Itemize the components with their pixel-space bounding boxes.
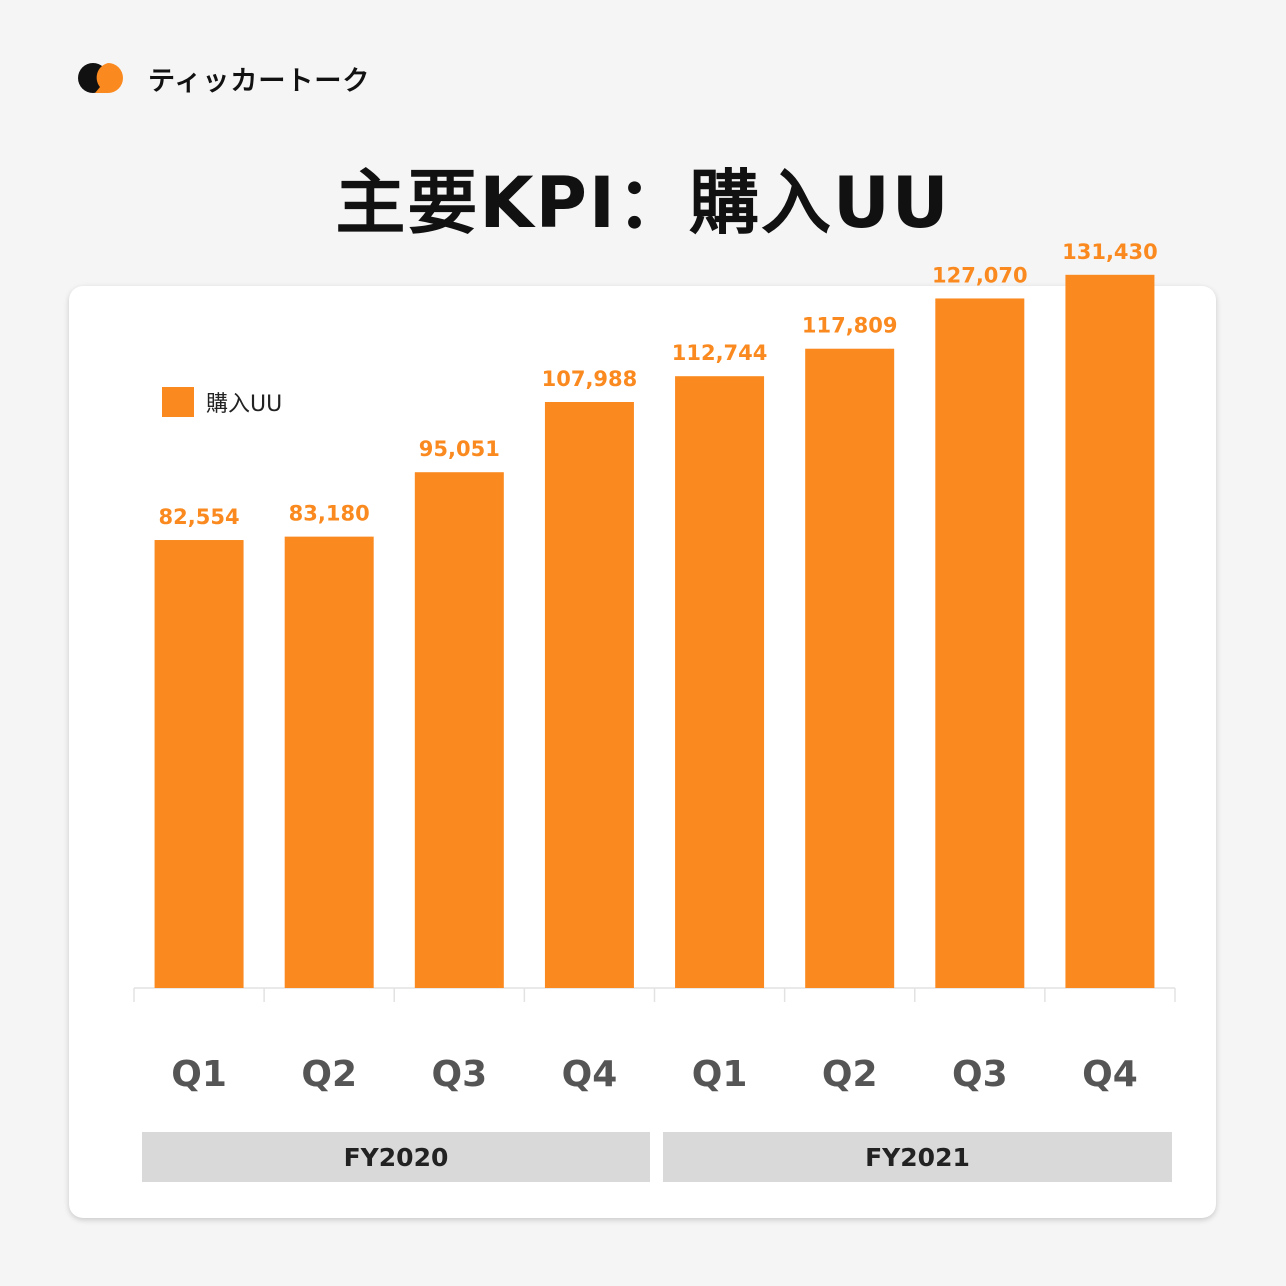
brand-logo: ティッカートーク	[76, 58, 370, 98]
x-tick-label: Q3	[431, 1054, 487, 1095]
x-tick-label: Q4	[562, 1054, 618, 1095]
data-label: 112,744	[672, 341, 768, 365]
bar	[805, 348, 895, 989]
bar	[284, 536, 374, 988]
bar	[414, 472, 504, 988]
data-label: 127,070	[932, 263, 1028, 287]
x-tick-label: Q1	[692, 1054, 748, 1095]
chart-legend: 購入UU	[162, 386, 282, 418]
x-tick-label: Q4	[1082, 1054, 1138, 1095]
chart-card	[69, 286, 1216, 1218]
data-label: 117,809	[802, 314, 898, 338]
bar	[544, 402, 634, 988]
x-tick-label: Q1	[171, 1054, 227, 1095]
x-tick-label: Q2	[822, 1054, 878, 1095]
data-label: 131,430	[1062, 240, 1158, 264]
brand-name: ティッカートーク	[148, 65, 371, 97]
legend-label: 購入UU	[206, 392, 283, 417]
bar	[935, 298, 1025, 988]
fiscal-year-band-2020: FY2020	[142, 1132, 650, 1182]
bar	[675, 376, 765, 988]
bar	[1065, 274, 1155, 989]
bar	[154, 540, 244, 988]
data-label: 95,051	[419, 437, 500, 461]
fiscal-year-band-2021: FY2021	[663, 1132, 1172, 1182]
legend-swatch	[162, 387, 194, 417]
x-tick-label: Q2	[301, 1054, 357, 1095]
x-tick-label: Q3	[952, 1054, 1008, 1095]
page-title: 主要KPI：購入UU	[335, 162, 951, 244]
data-label: 107,988	[542, 367, 638, 391]
chat-bubbles-icon	[78, 63, 123, 93]
data-label: 82,554	[159, 505, 240, 529]
data-label: 83,180	[289, 502, 370, 526]
